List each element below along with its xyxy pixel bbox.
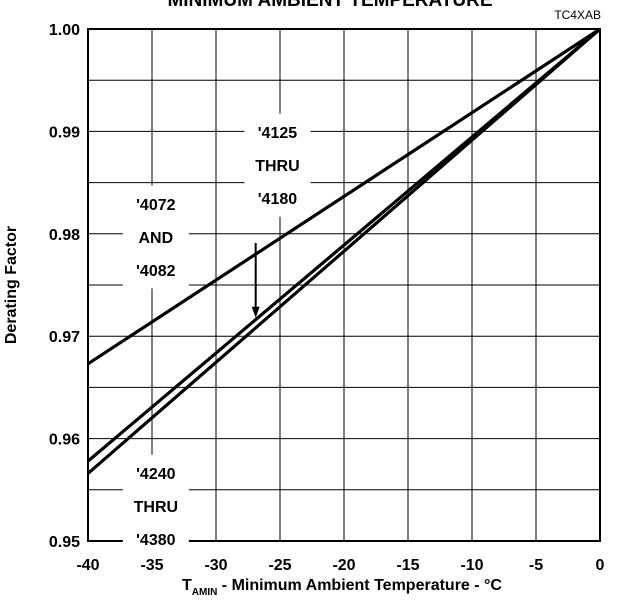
y-tick-label: 0.96 xyxy=(49,432,80,449)
tick-labels: -40 -35 -30 -25 -20 -15 -10 -5 0 0.95 0.96 0.97 0.98… xyxy=(49,22,605,574)
y-tick-label: 0.99 xyxy=(49,124,80,141)
x-tick-label: -25 xyxy=(268,557,291,574)
annotation-background xyxy=(122,185,189,289)
annotation-text: '4240 xyxy=(136,466,176,483)
annotations-group: '4072 AND '4082 '4125 THRU '4180 '4240 THRU '438… xyxy=(122,113,311,558)
x-tick-label: -35 xyxy=(140,557,163,574)
x-axis-label-prefix: T xyxy=(182,577,192,594)
x-axis-label-suffix: - Minimum Ambient Temperature - °C xyxy=(217,577,502,594)
figure-code: TC4XAB xyxy=(554,8,601,22)
x-tick-label: -30 xyxy=(204,557,227,574)
annotation-background xyxy=(244,113,311,217)
x-tick-label: -15 xyxy=(396,557,419,574)
y-tick-label: 0.98 xyxy=(49,227,80,244)
x-axis-label: TAMIN - Minimum Ambient Temperature - °C xyxy=(182,577,502,598)
x-axis-label-subscript: AMIN xyxy=(192,587,218,598)
series-line xyxy=(87,27,601,366)
series-line xyxy=(86,27,602,475)
chart-title: MINIMUM AMBIENT TEMPERATURE xyxy=(167,0,492,11)
annotation-text: '4072 xyxy=(136,197,176,214)
plot-frame xyxy=(87,28,601,542)
y-axis-label: Derating Factor xyxy=(3,226,20,344)
annotation-text: THRU xyxy=(255,158,299,175)
annotation-text: THRU xyxy=(134,499,178,516)
arrow-head xyxy=(251,306,260,318)
x-tick-label: -5 xyxy=(529,557,543,574)
series-group xyxy=(86,27,602,475)
x-tick-label: 0 xyxy=(596,557,605,574)
y-tick-label: 0.95 xyxy=(49,534,80,551)
x-tick-label: -10 xyxy=(460,557,483,574)
annotation-background xyxy=(122,454,189,558)
x-tick-label: -40 xyxy=(76,557,99,574)
annotation-text: '4380 xyxy=(136,532,176,549)
annotation-text: '4125 xyxy=(258,125,298,142)
x-tick-label: -20 xyxy=(332,557,355,574)
y-tick-label: 1.00 xyxy=(49,22,80,39)
y-tick-label: 0.97 xyxy=(49,329,80,346)
annotation-text: '4082 xyxy=(136,263,176,280)
annotation-text: '4180 xyxy=(258,191,298,208)
annotation-text: AND xyxy=(139,230,174,247)
